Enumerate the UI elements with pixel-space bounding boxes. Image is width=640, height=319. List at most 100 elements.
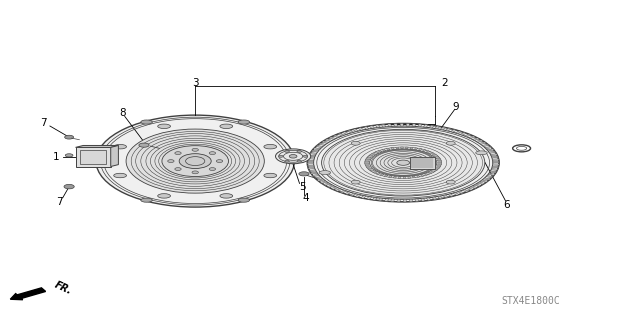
Polygon shape [412,124,416,126]
Polygon shape [408,176,411,178]
Polygon shape [311,150,318,152]
Polygon shape [440,127,445,130]
Ellipse shape [446,141,455,145]
Polygon shape [445,128,451,131]
Polygon shape [388,176,392,178]
Ellipse shape [238,120,250,124]
Polygon shape [412,176,415,178]
Ellipse shape [157,124,170,129]
Polygon shape [484,178,491,180]
Polygon shape [329,137,336,139]
Polygon shape [417,175,420,177]
Polygon shape [370,170,374,171]
Polygon shape [437,160,441,161]
Polygon shape [420,198,425,201]
Polygon shape [422,150,427,152]
Polygon shape [320,181,327,183]
Polygon shape [368,168,372,170]
Text: 9: 9 [452,102,459,112]
Polygon shape [436,158,440,159]
Polygon shape [419,149,422,151]
Polygon shape [438,162,442,163]
Polygon shape [438,164,442,165]
Polygon shape [380,174,384,176]
Polygon shape [481,180,488,182]
Polygon shape [409,199,413,202]
Polygon shape [307,163,314,164]
Ellipse shape [96,115,294,207]
Polygon shape [388,124,392,127]
Ellipse shape [192,148,198,151]
Text: 8: 8 [120,108,126,118]
Polygon shape [353,129,358,132]
Polygon shape [327,185,334,188]
Ellipse shape [446,180,455,184]
Polygon shape [476,140,483,142]
Text: 7: 7 [40,118,47,128]
Text: 7: 7 [56,197,63,207]
Ellipse shape [322,129,485,196]
Polygon shape [433,169,438,171]
Polygon shape [462,189,469,192]
Polygon shape [393,176,396,178]
Polygon shape [470,186,477,189]
Ellipse shape [307,123,499,202]
Polygon shape [486,175,493,178]
Polygon shape [418,124,422,127]
Polygon shape [312,174,319,176]
Polygon shape [456,131,461,134]
Polygon shape [308,158,314,159]
Ellipse shape [139,143,149,147]
Polygon shape [490,171,497,173]
Polygon shape [365,161,369,162]
Polygon shape [410,157,435,169]
Polygon shape [322,141,329,143]
Polygon shape [434,156,438,157]
Polygon shape [429,152,434,154]
FancyArrow shape [10,288,45,300]
Polygon shape [372,197,377,200]
Polygon shape [396,147,399,149]
Polygon shape [372,171,377,173]
Polygon shape [350,193,356,196]
Ellipse shape [289,155,297,158]
Polygon shape [391,147,394,149]
Polygon shape [397,199,400,202]
Ellipse shape [114,145,127,149]
Polygon shape [477,182,484,184]
Polygon shape [310,172,317,174]
Polygon shape [465,134,471,137]
Polygon shape [386,148,390,150]
Ellipse shape [141,198,152,202]
Polygon shape [76,147,111,167]
Polygon shape [384,175,388,177]
Polygon shape [335,189,342,191]
Text: 1: 1 [53,152,60,162]
Polygon shape [458,191,464,194]
Polygon shape [401,147,403,149]
Polygon shape [337,133,344,136]
Ellipse shape [264,173,276,178]
Polygon shape [438,196,443,199]
Polygon shape [424,124,428,127]
Polygon shape [432,197,437,200]
Polygon shape [472,138,479,140]
Polygon shape [410,147,413,149]
Polygon shape [367,197,372,199]
Polygon shape [374,152,379,153]
Ellipse shape [285,160,289,162]
Ellipse shape [370,149,437,176]
Polygon shape [316,145,323,148]
Polygon shape [479,142,486,145]
Polygon shape [493,164,499,165]
Polygon shape [468,136,476,138]
Polygon shape [426,151,430,153]
Polygon shape [307,160,314,161]
Polygon shape [414,148,418,150]
Polygon shape [492,159,499,160]
Ellipse shape [216,160,223,163]
Ellipse shape [220,124,233,129]
Polygon shape [451,130,456,132]
Ellipse shape [476,151,487,155]
Ellipse shape [299,172,309,176]
